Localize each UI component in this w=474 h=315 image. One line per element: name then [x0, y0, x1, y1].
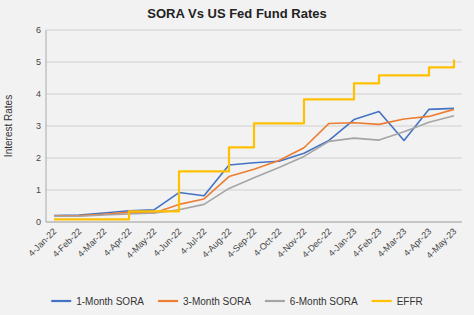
grid-line [46, 30, 462, 31]
grid-line [46, 94, 462, 95]
title: SORA Vs US Fed Fund Rates [147, 6, 326, 21]
legend-item: 6-Month SORA [265, 296, 358, 307]
legend-item: EFFR [372, 296, 423, 307]
x-tick-label: 4-Sep-22 [225, 226, 258, 259]
legend-swatch [158, 300, 178, 302]
y-tick-label: 2 [36, 153, 41, 163]
y-tick-label: 5 [36, 57, 41, 67]
x-tick-label: 4-May-22 [124, 226, 158, 260]
legend-swatch [51, 300, 71, 302]
y-tick-label: 3 [36, 121, 41, 131]
grid-line [46, 190, 462, 191]
y-tick-label: 0 [36, 217, 41, 227]
chart: SORA Vs US Fed Fund Rates Interest Rates 0… [0, 0, 474, 315]
legend-item: 1-Month SORA [51, 296, 144, 307]
x-tick-label: 4-Jun-22 [151, 226, 183, 258]
y-axis-line [46, 30, 47, 222]
plot-area [54, 59, 454, 219]
step-line [54, 59, 454, 219]
grid-line [46, 62, 462, 63]
background [0, 0, 474, 315]
x-axis-line [46, 222, 462, 223]
grid [46, 30, 462, 222]
y-axis-label: Interest Rates [3, 95, 14, 157]
legend-swatch [372, 300, 392, 302]
legend-swatch [265, 300, 285, 302]
legend-item: 3-Month SORA [158, 296, 251, 307]
legend-label: 6-Month SORA [290, 296, 358, 307]
legend: 1-Month SORA 3-Month SORA 6-Month SORA EFFR [51, 296, 423, 307]
y-tick-label: 1 [36, 185, 41, 195]
legend-label: EFFR [397, 296, 423, 307]
legend-label: 3-Month SORA [183, 296, 251, 307]
grid-line [46, 222, 462, 223]
grid-line [46, 158, 462, 159]
y-tick-label: 4 [36, 89, 41, 99]
y-tick-label: 6 [36, 25, 41, 35]
x-tick-label: 4-May-23 [424, 226, 458, 260]
legend-label: 1-Month SORA [76, 296, 144, 307]
